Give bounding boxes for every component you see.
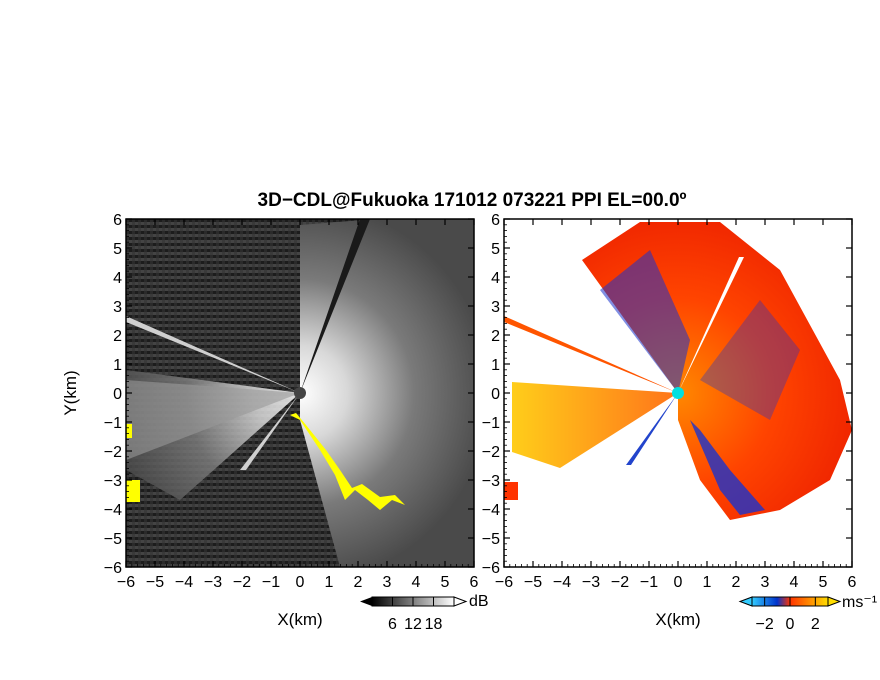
snr-ytick-label: 6 [113,212,122,229]
snr-ytick-label: −1 [104,415,122,432]
snr-ytick-label: 3 [113,299,122,316]
velocity-negative-band-east [700,300,800,420]
snr-xtick-label: 2 [354,574,363,591]
velocity-echo-region-west [512,382,678,468]
velocity-colorbar-tick-label: 0 [786,616,795,633]
snr-xtick-label: 0 [296,574,305,591]
velocity-xtick-label: 1 [703,574,712,591]
velocity-ytick-label: 6 [491,212,500,229]
velocity-ytick-label: 0 [491,386,500,403]
snr-colorbar-tick-label: 6 [388,616,397,633]
velocity-xtick-label: 6 [848,574,857,591]
snr-xtick-label: 6 [470,574,479,591]
velocity-beam-line-sw [626,393,678,465]
snr-xtick-label: −6 [117,574,135,591]
velocity-xtick-label: −5 [524,574,542,591]
velocity-ytick-label: 4 [491,270,500,287]
velocity-xtick-label: 4 [790,574,799,591]
velocity-colorbar-high-arrow [827,596,842,607]
snr-ytick-label: 4 [113,270,122,287]
snr-image [126,219,474,567]
snr-colorbar-unit: dB [469,593,489,610]
snr-colorbar-tick-label: 12 [404,616,422,633]
velocity-xtick-label: −6 [495,574,513,591]
snr-mask-region-west [126,480,140,502]
snr-blocked-ray-ne [300,219,370,393]
snr-xtick-label: −3 [204,574,222,591]
snr-ytick-label: 1 [113,357,122,374]
snr-xtick-label: 1 [325,574,334,591]
snr-ylabel: Y(km) [61,370,80,415]
velocity-xtick-label: 0 [674,574,683,591]
snr-colorbar-low-arrow [360,597,372,606]
snr-colorbar-ticks: 6 12 18 [388,597,443,633]
snr-colorbar-tick-label: 18 [425,616,443,633]
velocity-colorbar-ticks: −2 0 2 [756,597,820,633]
velocity-ytick-label: −3 [482,473,500,490]
velocity-panel: −6 −5 −4 −3 −2 −1 0 1 2 3 4 5 6 −6 −5 −4 −3 −2 −1 0 1 2 3 4 5 6 X… [482,212,877,633]
velocity-xlabel: X(km) [655,610,700,629]
snr-axis-ticks: −6 −5 −4 −3 −2 −1 0 1 2 3 4 5 6 −6 −5 −4 −3 −2 −1 0 1 2 3 4 5 6 [104,212,479,591]
snr-ytick-label: 5 [113,241,122,258]
velocity-ytick-label: 5 [491,241,500,258]
velocity-ytick-label: −2 [482,444,500,461]
snr-ytick-label: 0 [113,386,122,403]
velocity-negative-edge-south [690,420,765,515]
velocity-ytick-label: −1 [482,415,500,432]
snr-ytick-label: −6 [104,560,122,577]
velocity-ytick-label: 3 [491,299,500,316]
snr-xtick-label: −4 [175,574,193,591]
snr-xtick-label: −2 [233,574,251,591]
velocity-colorbar-tick-label: −2 [756,616,774,633]
velocity-blocked-ray-ne [678,257,744,393]
velocity-xtick-label: −2 [611,574,629,591]
velocity-xtick-label: 2 [732,574,741,591]
snr-colorbar-high-arrow [453,596,468,607]
snr-ytick-label: −5 [104,531,122,548]
velocity-xtick-label: 3 [761,574,770,591]
velocity-negative-band-north [600,250,690,393]
figure-title: 3D−CDL@Fukuoka 171012 073221 PPI EL=00.0… [258,190,687,211]
velocity-ytick-label: 1 [491,357,500,374]
velocity-xtick-label: 5 [819,574,828,591]
velocity-colorbar-tick-label: 2 [811,616,820,633]
snr-xtick-label: −1 [262,574,280,591]
snr-echo-region-east [300,219,474,567]
velocity-colorbar-unit: ms⁻¹ [842,594,877,611]
snr-colorbar: dB 6 12 18 [360,593,489,633]
velocity-radar-site-marker [672,387,684,399]
snr-xtick-label: 4 [412,574,421,591]
velocity-xtick-label: −3 [582,574,600,591]
snr-beam-line-sw [240,393,300,470]
snr-xtick-label: −5 [146,574,164,591]
velocity-colorbar: ms⁻¹ −2 0 2 [738,594,877,633]
snr-ytick-label: −4 [104,502,122,519]
velocity-xtick-label: −1 [640,574,658,591]
snr-ytick-label: −3 [104,473,122,490]
velocity-ytick-label: −4 [482,502,500,519]
snr-beam-line-nw [126,316,300,393]
velocity-beam-line-nw [504,316,678,393]
velocity-colorbar-low-arrow [738,596,753,607]
velocity-echo-edge-west [504,482,518,500]
snr-radar-site-marker [294,387,306,399]
velocity-ytick-label: −6 [482,560,500,577]
snr-mask-region-south [290,413,405,510]
velocity-xtick-label: −4 [553,574,571,591]
velocity-ytick-label: 2 [491,328,500,345]
snr-xtick-label: 3 [383,574,392,591]
snr-ytick-label: −2 [104,444,122,461]
snr-mask-edge-west [126,424,132,438]
snr-xlabel: X(km) [277,610,322,629]
snr-ytick-label: 2 [113,328,122,345]
velocity-image [504,219,852,567]
snr-xtick-label: 5 [441,574,450,591]
velocity-axis-ticks: −6 −5 −4 −3 −2 −1 0 1 2 3 4 5 6 −6 −5 −4 −3 −2 −1 0 1 2 3 4 5 6 [482,212,857,591]
snr-echo-beam-west [126,380,300,460]
velocity-ytick-label: −5 [482,531,500,548]
